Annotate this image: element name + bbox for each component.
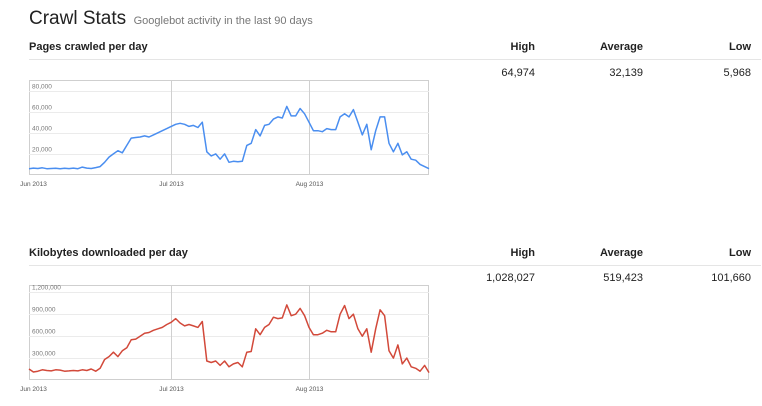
kilobytes-high-value: 1,028,027: [486, 272, 535, 284]
kilobytes-x-tick-label: Jul 2013: [159, 386, 184, 393]
pages-x-tick-label: Jun 2013: [20, 181, 47, 188]
pages-y-tick-label: 60,000: [32, 105, 52, 112]
page-subtitle: Googlebot activity in the last 90 days: [133, 15, 313, 27]
kilobytes-y-tick-label: 600,000: [32, 329, 56, 336]
kilobytes-y-tick-label: 900,000: [32, 307, 56, 314]
kilobytes-high-label: High: [510, 247, 535, 259]
page-title: Crawl Stats: [29, 8, 127, 29]
kilobytes-low-label: Low: [729, 247, 751, 259]
pages-y-tick-label: 80,000: [32, 84, 52, 91]
kilobytes-low-value: 101,660: [711, 272, 751, 284]
kilobytes-downloaded-chart-svg: 300,000 600,000 900,000 1,200,000 Jun 2013 Ju…: [20, 285, 430, 393]
kilobytes-downloaded-chart[interactable]: 300,000 600,000 900,000 1,200,000 Jun 2013 Ju…: [20, 283, 430, 403]
page-header: Crawl Stats Googlebot activity in the la…: [29, 8, 313, 30]
pages-crawled-chart[interactable]: 20,000 40,000 60,000 80,000 Jun 2013 Jul 2013…: [20, 78, 430, 198]
pages-plot-frame: [29, 80, 429, 175]
pages-x-tick-label: Aug 2013: [296, 181, 324, 188]
pages-divider: [29, 59, 761, 60]
pages-y-tick-label: 20,000: [32, 147, 52, 154]
pages-crawled-title: Pages crawled per day: [29, 41, 148, 53]
pages-average-label: Average: [599, 41, 643, 53]
pages-crawled-chart-svg: 20,000 40,000 60,000 80,000 Jun 2013 Jul 2013…: [20, 80, 430, 188]
kilobytes-y-tick-label: 1,200,000: [32, 285, 61, 292]
kilobytes-series-line: [28, 304, 430, 373]
pages-high-value: 64,974: [501, 67, 535, 79]
pages-high-label: High: [510, 41, 535, 53]
kilobytes-y-tick-label: 300,000: [32, 351, 56, 358]
pages-series-line: [28, 105, 430, 170]
kilobytes-x-tick-label: Jun 2013: [20, 386, 47, 393]
kilobytes-average-value: 519,423: [603, 272, 643, 284]
pages-low-value: 5,968: [723, 67, 751, 79]
kilobytes-plot-frame: [29, 285, 429, 380]
kilobytes-x-tick-label: Aug 2013: [296, 386, 324, 393]
pages-average-value: 32,139: [609, 67, 643, 79]
kilobytes-divider: [29, 265, 761, 266]
pages-y-tick-label: 40,000: [32, 126, 52, 133]
pages-low-label: Low: [729, 41, 751, 53]
pages-x-tick-label: Jul 2013: [159, 181, 184, 188]
kilobytes-downloaded-title: Kilobytes downloaded per day: [29, 247, 188, 259]
kilobytes-average-label: Average: [599, 247, 643, 259]
